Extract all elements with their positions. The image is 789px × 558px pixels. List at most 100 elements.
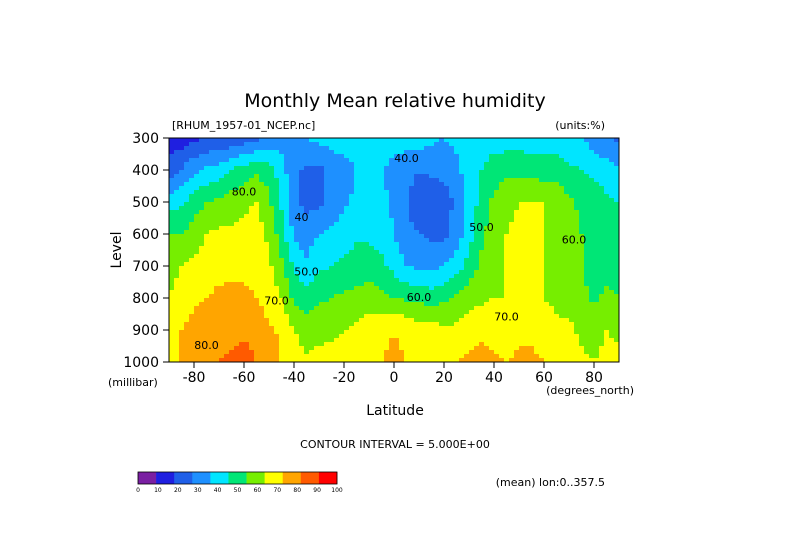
field-cell bbox=[199, 158, 205, 163]
field-cell bbox=[284, 286, 290, 291]
field-cell bbox=[574, 286, 580, 291]
field-cell bbox=[314, 294, 320, 299]
field-cell bbox=[204, 174, 210, 179]
field-cell bbox=[539, 262, 545, 267]
field-cell bbox=[479, 318, 485, 323]
field-cell bbox=[479, 346, 485, 351]
field-cell bbox=[384, 270, 390, 275]
field-cell bbox=[554, 230, 560, 235]
field-cell bbox=[284, 346, 290, 351]
field-cell bbox=[514, 230, 520, 235]
field-cell bbox=[234, 222, 240, 227]
field-cell bbox=[549, 174, 555, 179]
field-cell bbox=[194, 214, 200, 219]
field-cell bbox=[239, 306, 245, 311]
field-cell bbox=[614, 302, 619, 307]
field-cell bbox=[214, 338, 220, 343]
field-cell bbox=[529, 254, 535, 259]
field-cell bbox=[484, 306, 490, 311]
field-cell bbox=[334, 170, 340, 175]
field-cell bbox=[384, 310, 390, 315]
field-cell bbox=[509, 274, 515, 279]
field-cell bbox=[364, 274, 370, 279]
field-cell bbox=[249, 174, 255, 179]
field-cell bbox=[519, 322, 525, 327]
field-cell bbox=[284, 202, 290, 207]
field-cell bbox=[194, 290, 200, 295]
field-cell bbox=[524, 190, 530, 195]
field-cell bbox=[509, 222, 515, 227]
field-cell bbox=[239, 178, 245, 183]
field-cell bbox=[274, 346, 280, 351]
field-cell bbox=[539, 186, 545, 191]
field-cell bbox=[354, 222, 360, 227]
field-cell bbox=[324, 230, 330, 235]
field-cell bbox=[384, 326, 390, 331]
field-cell bbox=[169, 354, 175, 359]
field-cell bbox=[214, 162, 220, 167]
field-cell bbox=[269, 298, 275, 303]
field-cell bbox=[209, 190, 215, 195]
field-cell bbox=[359, 242, 365, 247]
field-cell bbox=[459, 142, 465, 147]
field-cell bbox=[329, 170, 335, 175]
field-cell bbox=[504, 222, 510, 227]
field-cell bbox=[439, 302, 445, 307]
field-cell bbox=[374, 314, 380, 319]
field-cell bbox=[299, 226, 305, 231]
field-cell bbox=[309, 294, 315, 299]
field-cell bbox=[264, 310, 270, 315]
field-cell bbox=[389, 166, 395, 171]
field-cell bbox=[569, 178, 575, 183]
field-cell bbox=[474, 258, 480, 263]
field-cell bbox=[284, 222, 290, 227]
field-cell bbox=[264, 226, 270, 231]
field-cell bbox=[309, 290, 315, 295]
field-cell bbox=[544, 346, 550, 351]
field-cell bbox=[339, 202, 345, 207]
field-cell bbox=[524, 278, 530, 283]
field-cell bbox=[264, 318, 270, 323]
field-cell bbox=[194, 186, 200, 191]
field-cell bbox=[219, 226, 225, 231]
field-cell bbox=[354, 230, 360, 235]
field-cell bbox=[449, 298, 455, 303]
field-cell bbox=[419, 246, 425, 251]
field-cell bbox=[594, 290, 600, 295]
field-cell bbox=[289, 166, 295, 171]
field-cell bbox=[604, 206, 610, 211]
field-cell bbox=[534, 274, 540, 279]
field-cell bbox=[469, 310, 475, 315]
field-cell bbox=[274, 330, 280, 335]
field-cell bbox=[299, 202, 305, 207]
field-cell bbox=[294, 174, 300, 179]
field-cell bbox=[394, 202, 400, 207]
field-cell bbox=[324, 154, 330, 159]
field-cell bbox=[589, 266, 595, 271]
field-cell bbox=[224, 202, 230, 207]
field-cell bbox=[519, 250, 525, 255]
field-cell bbox=[559, 138, 565, 143]
field-cell bbox=[394, 350, 400, 355]
field-cell bbox=[554, 326, 560, 331]
field-cell bbox=[604, 174, 610, 179]
field-cell bbox=[574, 262, 580, 267]
field-cell bbox=[424, 182, 430, 187]
field-cell bbox=[319, 310, 325, 315]
field-cell bbox=[279, 178, 285, 183]
field-cell bbox=[204, 150, 210, 155]
field-cell bbox=[539, 330, 545, 335]
field-cell bbox=[264, 186, 270, 191]
field-cell bbox=[324, 174, 330, 179]
field-cell bbox=[349, 230, 355, 235]
field-cell bbox=[259, 166, 265, 171]
field-cell bbox=[449, 202, 455, 207]
field-cell bbox=[309, 254, 315, 259]
field-cell bbox=[449, 278, 455, 283]
field-cell bbox=[294, 214, 300, 219]
field-cell bbox=[429, 222, 435, 227]
field-cell bbox=[199, 290, 205, 295]
field-cell bbox=[409, 226, 415, 231]
field-cell bbox=[479, 338, 485, 343]
field-cell bbox=[399, 226, 405, 231]
